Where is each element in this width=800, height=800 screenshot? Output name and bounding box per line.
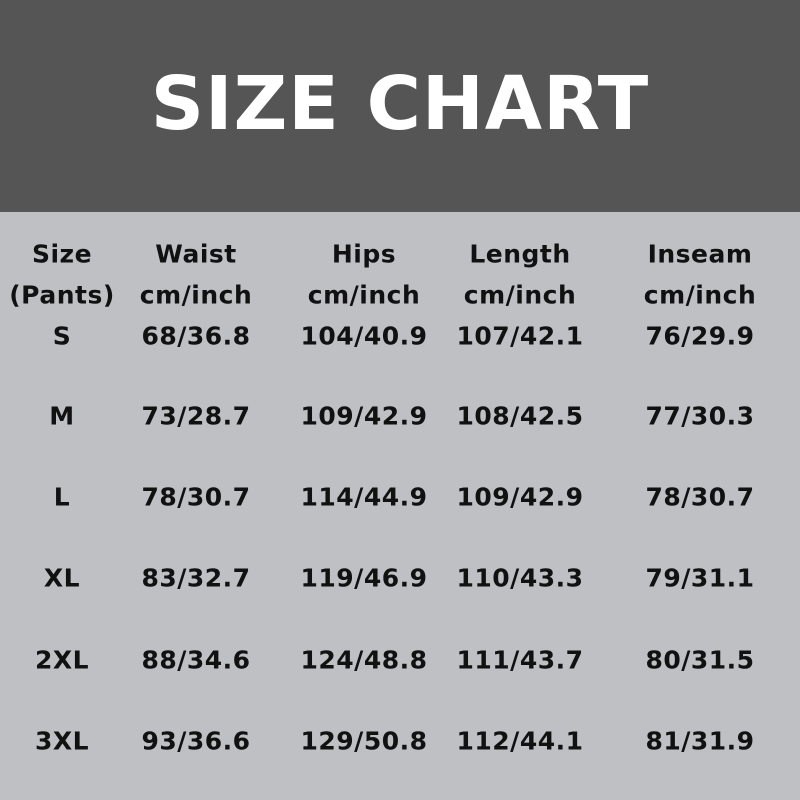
size-label: L <box>53 482 71 512</box>
table-cell: 80/31.5 <box>645 645 755 675</box>
table-cell: 124/48.8 <box>300 645 428 675</box>
table-cell: 77/30.3 <box>645 401 755 431</box>
table-cell: 88/34.6 <box>141 645 251 675</box>
table-cell: 114/44.9 <box>300 482 428 512</box>
table-cell: 93/36.6 <box>141 726 251 756</box>
table-cell: 73/28.7 <box>141 401 251 431</box>
page-title: SIZE CHART <box>150 61 650 147</box>
column-header: Hips <box>331 239 397 269</box>
table-cell: 79/31.1 <box>645 563 755 593</box>
table-cell: 68/36.8 <box>141 321 251 351</box>
table-cell: 111/43.7 <box>456 645 584 675</box>
column-unit: cm/inch <box>307 280 421 310</box>
size-label: XL <box>43 563 81 593</box>
column-unit: cm/inch <box>463 280 577 310</box>
table-cell: 78/30.7 <box>645 482 755 512</box>
column-header: Length <box>469 239 571 269</box>
column-header: Waist <box>155 239 237 269</box>
size-label: S <box>52 321 72 351</box>
table-cell: 107/42.1 <box>456 321 584 351</box>
table-cell: 78/30.7 <box>141 482 251 512</box>
table-cell: 109/42.9 <box>456 482 584 512</box>
table-cell: 110/43.3 <box>456 563 584 593</box>
table-cell: 108/42.5 <box>456 401 584 431</box>
column-header: Size <box>31 239 93 269</box>
table-cell: 119/46.9 <box>300 563 428 593</box>
size-label: 3XL <box>34 726 90 756</box>
column-unit: cm/inch <box>643 280 757 310</box>
title-banner: SIZE CHART <box>0 0 800 212</box>
table-cell: 104/40.9 <box>300 321 428 351</box>
table-cell: 76/29.9 <box>645 321 755 351</box>
table-cell: 83/32.7 <box>141 563 251 593</box>
size-label: 2XL <box>34 645 90 675</box>
column-unit: (Pants) <box>9 280 115 310</box>
size-label: M <box>49 401 75 431</box>
column-unit: cm/inch <box>139 280 253 310</box>
table-cell: 81/31.9 <box>645 726 755 756</box>
table-cell: 129/50.8 <box>300 726 428 756</box>
table-cell: 112/44.1 <box>456 726 584 756</box>
table-cell: 109/42.9 <box>300 401 428 431</box>
column-header: Inseam <box>647 239 753 269</box>
